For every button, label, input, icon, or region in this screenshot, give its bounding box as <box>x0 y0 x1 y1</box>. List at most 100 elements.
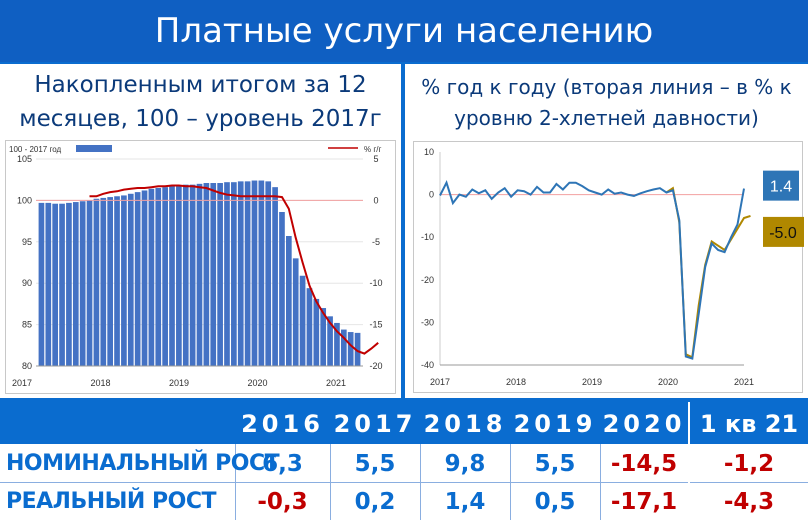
bar <box>210 183 217 366</box>
y-right-tick-label: -20 <box>369 361 382 371</box>
bar <box>224 182 230 366</box>
table-row-nominal: НОМИНАЛЬНЫЙ РОСТ 6,3 5,5 9,8 5,5 -14,5 -… <box>0 445 808 483</box>
y-right-tick-label: -15 <box>369 320 382 330</box>
bar <box>182 184 189 366</box>
bar <box>86 200 93 366</box>
bar <box>114 196 120 366</box>
table-row-divider <box>0 482 808 483</box>
table-cell: -17,1 <box>610 489 678 515</box>
y-tick-label: -10 <box>421 232 434 242</box>
x-tick-label: 2018 <box>506 377 526 387</box>
bar <box>347 332 354 366</box>
growth-table: 2016 2017 2018 2019 2020 1 кв 21 НОМИНАЛ… <box>0 402 808 520</box>
table-cell: -0,3 <box>257 489 308 515</box>
table-cell: 1,4 <box>444 489 486 515</box>
y-right-tick-label: -5 <box>372 237 380 247</box>
table-cell: -1,2 <box>723 451 775 477</box>
right-chart-container: 10 0 -10 -20 -30 -40 2017 2018 2019 2020 2021 1.4 -5… <box>413 141 804 393</box>
right-subtitle-line-1: % год к году (вторая линия – в % к <box>421 75 792 99</box>
row-label-nominal: НОМИНАЛЬНЫЙ РОСТ <box>6 451 280 476</box>
bar <box>93 198 100 366</box>
bar <box>203 183 210 366</box>
series-line <box>89 184 379 355</box>
left-panel-subtitle: Накопленным итогом за 12 месяцев, 100 – … <box>0 68 401 136</box>
bar <box>38 202 45 366</box>
y-tick-label: 10 <box>424 147 434 157</box>
bar <box>340 329 347 366</box>
bar <box>176 185 182 366</box>
table-cell: 5,5 <box>354 451 396 477</box>
table-row-real: РЕАЛЬНЫЙ РОСТ -0,3 0,2 1,4 0,5 -17,1 -4,… <box>0 483 808 520</box>
bar <box>52 203 59 366</box>
bar <box>169 186 175 366</box>
bar <box>127 193 134 366</box>
bar <box>66 202 72 366</box>
table-cell: -14,5 <box>610 451 678 477</box>
bar <box>354 332 361 366</box>
bar <box>100 197 107 366</box>
right-subtitle-line-2: уровню 2-хлетней давности) <box>454 106 759 130</box>
right-panel-subtitle: % год к году (вторая линия – в % к уровн… <box>405 72 808 134</box>
table-cell: 6,3 <box>262 451 303 477</box>
last-column-frame <box>688 402 808 520</box>
end-label-1-box <box>763 170 799 201</box>
bar <box>258 180 265 366</box>
y-left-tick-label: 100 <box>17 195 32 205</box>
bar <box>313 298 320 366</box>
bar <box>231 182 237 366</box>
right-chart: 10 0 -10 -20 -30 -40 2017 2018 2019 2020 2021 1.4 -5… <box>421 147 804 387</box>
bar <box>155 187 162 366</box>
bar <box>320 308 327 366</box>
series-2-line <box>665 186 751 359</box>
year-header-2020: 2020 <box>602 410 686 438</box>
left-chart: 100 - 2017 год % г/г 105 100 95 90 85 80 5 0 -5 -10… <box>9 145 383 388</box>
x-tick-label: 2019 <box>582 377 602 387</box>
bar <box>162 187 168 366</box>
year-header-2019: 2019 <box>513 410 597 438</box>
x-tick-label: 2019 <box>169 378 189 388</box>
x-tick-label: 2017 <box>12 378 32 388</box>
bar <box>292 258 299 366</box>
bar <box>244 181 251 366</box>
left-subtitle-line-1: Накопленным итогом за 12 <box>34 72 367 98</box>
x-tick-label: 2017 <box>430 377 450 387</box>
year-header-2016: 2016 <box>241 410 324 438</box>
table-cell: -4,3 <box>723 489 775 515</box>
bar <box>286 236 292 366</box>
bar <box>217 183 223 366</box>
left-subtitle-line-2: месяцев, 100 – уровень 2017г <box>19 106 382 132</box>
left-panel: Накопленным итогом за 12 месяцев, 100 – … <box>0 64 401 398</box>
end-label-1: 1.4 <box>770 179 792 196</box>
year-header-2017: 2017 <box>333 410 417 438</box>
y-left-tick-label: 90 <box>22 278 32 288</box>
end-label-2: -5.0 <box>769 225 797 242</box>
y-right-tick-label: 5 <box>373 154 378 164</box>
bar <box>265 181 272 366</box>
bar <box>196 183 203 366</box>
year-header-q1-21: 1 кв 21 <box>699 410 799 438</box>
legend-swatch-bars <box>76 145 112 152</box>
table-cell: 5,5 <box>534 451 576 477</box>
x-tick-label: 2021 <box>326 378 346 388</box>
table-header: 2016 2017 2018 2019 2020 1 кв 21 <box>0 402 808 444</box>
year-header-2018: 2018 <box>423 410 507 438</box>
table-cell: 9,8 <box>444 451 486 477</box>
x-tick-label: 2021 <box>734 377 754 387</box>
right-panel: % год к году (вторая линия – в % к уровн… <box>405 64 808 398</box>
bar <box>107 197 113 366</box>
page-title: Платные услуги населению <box>0 0 808 62</box>
bar <box>327 316 333 366</box>
x-tick-label: 2020 <box>658 377 678 387</box>
bar <box>272 187 278 366</box>
bar <box>279 211 285 366</box>
bar <box>79 201 86 366</box>
bar <box>72 202 79 366</box>
y-tick-label: 0 <box>429 190 434 200</box>
y-right-tick-label: 0 <box>373 195 378 205</box>
row-label-real: РЕАЛЬНЫЙ РОСТ <box>6 489 216 514</box>
y-tick-label: -30 <box>421 317 434 327</box>
bar <box>121 195 127 366</box>
series-1-line <box>439 180 745 360</box>
legend-label-line: % г/г <box>364 145 381 154</box>
table-cell: 0,5 <box>534 489 576 515</box>
